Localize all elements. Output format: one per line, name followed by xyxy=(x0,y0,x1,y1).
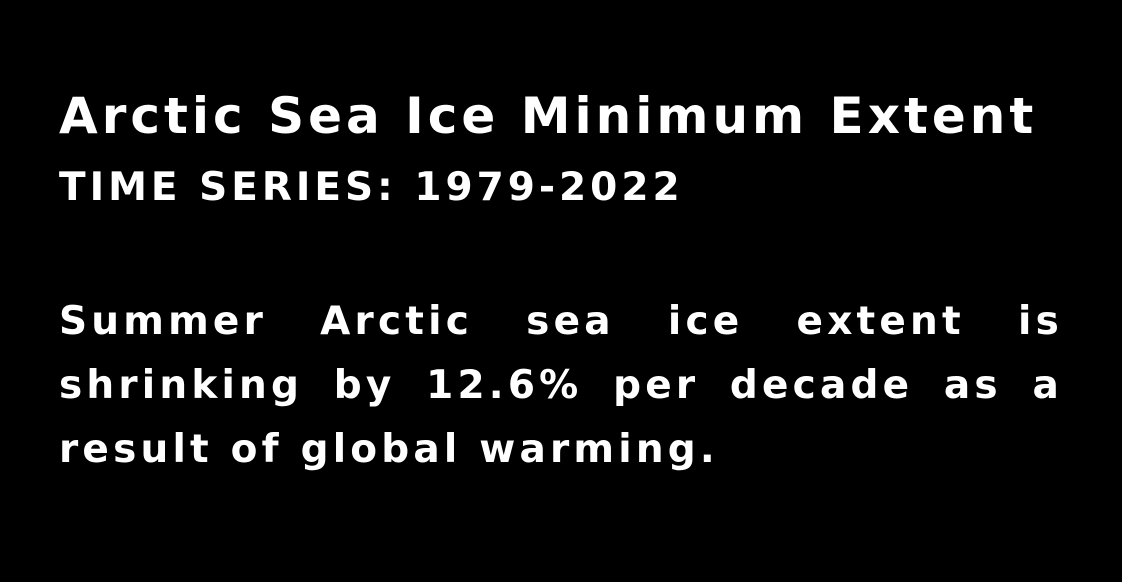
page-subtitle: TIME SERIES: 1979-2022 xyxy=(59,165,684,210)
description-text: Summer Arctic sea ice extent is shrinkin… xyxy=(59,299,1063,472)
page-title: Arctic Sea Ice Minimum Extent xyxy=(59,87,1038,145)
